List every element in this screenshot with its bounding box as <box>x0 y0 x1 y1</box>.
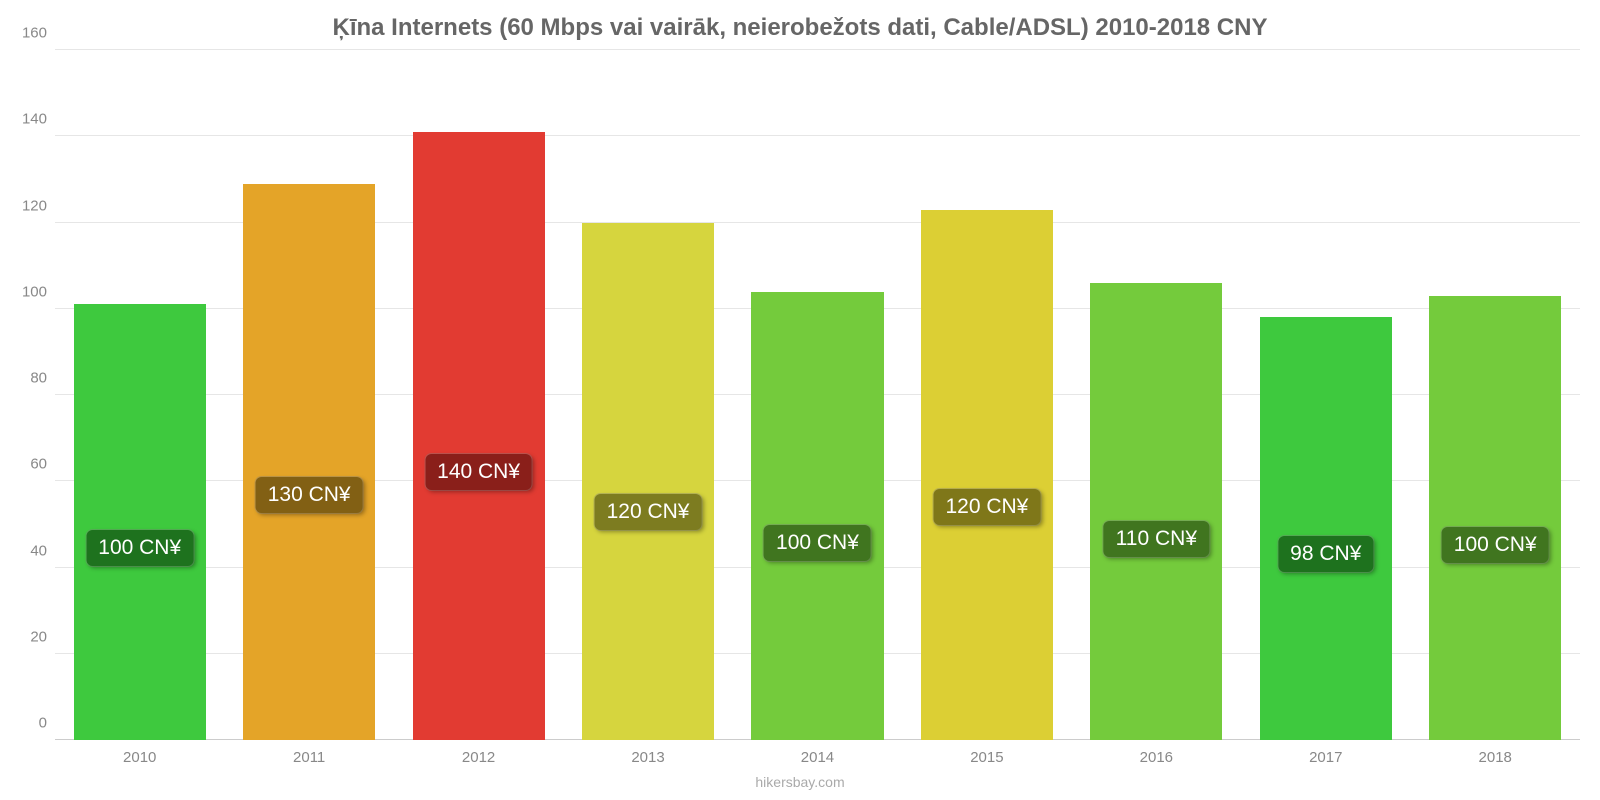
bar-value-label: 100 CN¥ <box>764 525 871 561</box>
bars-container: 100 CN¥ 130 CN¥ 140 CN¥ 120 CN¥ 100 CN¥ 120 C… <box>55 50 1580 740</box>
chart-area: 020406080100120140160 100 CN¥130 CN¥140 … <box>55 50 1580 740</box>
x-tick-label: 2016 <box>1072 749 1241 766</box>
bar: 100 CN¥ <box>751 292 883 741</box>
source-attribution: hikersbay.com <box>0 774 1600 790</box>
bar-value-label: 98 CN¥ <box>1278 536 1373 572</box>
bar: 98 CN¥ <box>1260 317 1392 740</box>
y-tick-label: 40 <box>15 542 47 559</box>
bar-value-label: 140 CN¥ <box>425 454 532 490</box>
x-tick-label: 2017 <box>1241 749 1410 766</box>
y-tick-label: 120 <box>15 197 47 214</box>
x-tick-label: 2011 <box>224 749 393 766</box>
bar: 110 CN¥ <box>1090 283 1222 740</box>
bar: 140 CN¥ <box>413 132 545 740</box>
bar-slot: 100 CN¥ <box>733 50 902 740</box>
bar-value-label: 110 CN¥ <box>1104 521 1209 557</box>
bar-slot: 120 CN¥ <box>902 50 1071 740</box>
bar-slot: 140 CN¥ <box>394 50 563 740</box>
y-tick-label: 60 <box>15 456 47 473</box>
x-tick-label: 2015 <box>902 749 1071 766</box>
bar-slot: 110 CN¥ <box>1072 50 1241 740</box>
bar-value-label: 120 CN¥ <box>595 494 702 530</box>
bar: 130 CN¥ <box>243 184 375 740</box>
bar-slot: 98 CN¥ <box>1241 50 1410 740</box>
x-tick-label: 2013 <box>563 749 732 766</box>
x-tick-label: 2012 <box>394 749 563 766</box>
bar-slot: 100 CN¥ <box>55 50 224 740</box>
y-tick-label: 140 <box>15 111 47 128</box>
bar-slot: 120 CN¥ <box>563 50 732 740</box>
y-tick-label: 100 <box>15 283 47 300</box>
x-tick-label: 2018 <box>1411 749 1580 766</box>
bar-value-label: 100 CN¥ <box>86 530 193 566</box>
bar: 120 CN¥ <box>582 223 714 741</box>
x-tick-label: 2010 <box>55 749 224 766</box>
chart-title: Ķīna Internets (60 Mbps vai vairāk, neie… <box>0 0 1600 50</box>
x-axis-labels: 201020112012201320142015201620172018 <box>55 749 1580 766</box>
y-tick-label: 80 <box>15 370 47 387</box>
bar: 120 CN¥ <box>921 210 1053 740</box>
bar-value-label: 100 CN¥ <box>1442 527 1549 563</box>
x-tick-label: 2014 <box>733 749 902 766</box>
y-tick-label: 160 <box>15 25 47 42</box>
bar-slot: 130 CN¥ <box>224 50 393 740</box>
bar: 100 CN¥ <box>1429 296 1561 740</box>
y-tick-label: 20 <box>15 628 47 645</box>
bar-value-label: 130 CN¥ <box>256 477 363 513</box>
bar: 100 CN¥ <box>74 304 206 740</box>
bar-slot: 100 CN¥ <box>1411 50 1580 740</box>
bar-value-label: 120 CN¥ <box>933 489 1040 525</box>
y-tick-label: 0 <box>15 715 47 732</box>
